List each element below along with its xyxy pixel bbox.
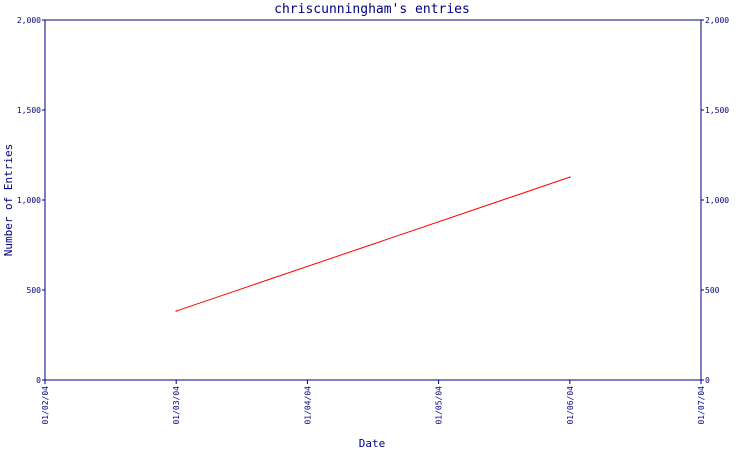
x-tick-label: 01/07/04 <box>697 386 706 425</box>
y-tick-label-right: 0 <box>705 376 710 385</box>
series-line <box>176 176 570 312</box>
y-axis-label: Number of Entries <box>2 144 15 257</box>
x-tick-label: 01/05/04 <box>435 386 444 425</box>
y-tick-label-left: 2,000 <box>17 16 41 25</box>
y-tick-label-left: 500 <box>27 286 42 295</box>
y-tick-label-right: 500 <box>705 286 720 295</box>
y-tick-label-left: 0 <box>36 376 41 385</box>
y-tick-label-right: 2,000 <box>705 16 729 25</box>
chart-title: chriscunningham's entries <box>274 2 470 17</box>
y-axis-right: 0 500 1,000 1,500 2,000 <box>701 16 729 385</box>
x-tick-label: 01/04/04 <box>303 386 312 425</box>
data-point <box>175 310 177 312</box>
x-tick-label: 01/06/04 <box>566 386 575 425</box>
y-tick-label-right: 1,500 <box>705 106 729 115</box>
x-axis-label: Date <box>359 437 386 450</box>
y-tick-label-right: 1,000 <box>705 196 729 205</box>
plot-frame <box>44 19 702 381</box>
data-point <box>569 176 571 178</box>
x-axis: 01/02/04 01/03/04 01/04/04 01/05/04 01/06/04… <box>41 380 706 425</box>
y-tick-label-left: 1,500 <box>17 106 41 115</box>
x-tick-label: 01/03/04 <box>172 386 181 425</box>
y-axis-left: 0 500 1,000 1,500 2,000 <box>17 16 45 385</box>
series-layer <box>175 176 571 312</box>
y-tick-label-left: 1,000 <box>17 196 41 205</box>
x-tick-label: 01/02/04 <box>41 386 50 425</box>
